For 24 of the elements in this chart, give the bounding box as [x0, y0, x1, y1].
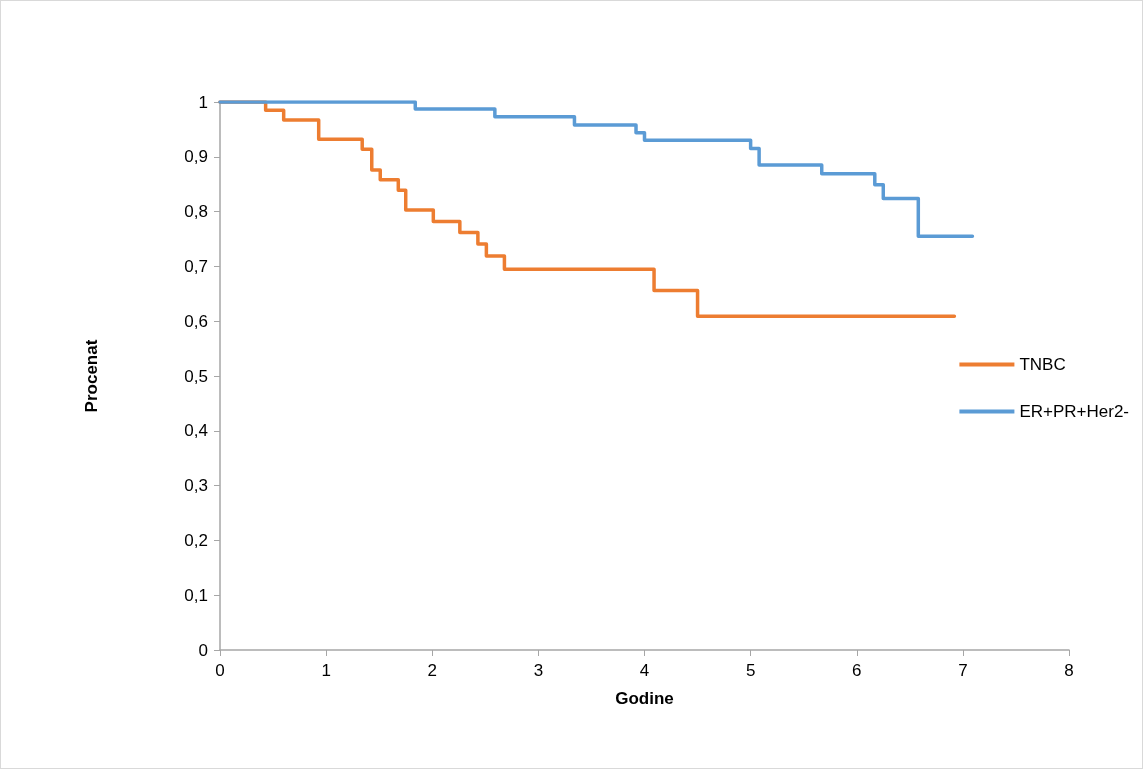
y-axis-title: Procenat: [82, 339, 101, 413]
x-axis-title: Godine: [615, 689, 674, 708]
y-tick-label: 0: [198, 640, 208, 660]
y-tick-label: 0,8: [184, 202, 208, 222]
legend-label: TNBC: [1019, 355, 1066, 374]
x-tick-label: 7: [958, 661, 968, 680]
y-tick-label: 0,7: [184, 256, 208, 276]
x-tick-label: 3: [533, 661, 544, 680]
y-tick-label: 0,1: [184, 585, 208, 605]
y-tick-label: 0,2: [184, 530, 208, 550]
x-tick-label: 8: [1064, 661, 1074, 680]
y-tick-label: 0,3: [184, 476, 208, 496]
y-tick-label: 0,5: [184, 366, 208, 386]
x-tick-label: 5: [745, 661, 756, 680]
x-tick-label: 0: [215, 661, 225, 680]
y-tick-label: 1: [198, 92, 208, 112]
x-tick-label: 1: [321, 661, 331, 680]
x-tick-label: 4: [639, 661, 650, 680]
x-tick-label: 6: [852, 661, 862, 680]
legend-label: ER+PR+Her2-: [1019, 402, 1130, 421]
y-tick-label: 0,4: [184, 421, 208, 441]
y-tick-label: 0,6: [184, 311, 208, 331]
x-tick-label: 2: [427, 661, 437, 680]
y-tick-label: 0,9: [184, 147, 208, 167]
